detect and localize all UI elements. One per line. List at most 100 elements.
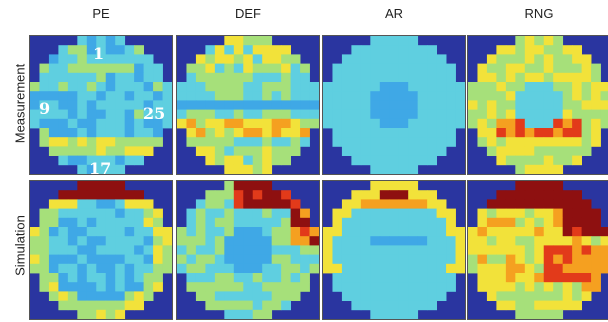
heatmap-cell [96, 263, 107, 274]
heatmap-cell [496, 199, 507, 209]
heatmap-cell [233, 164, 244, 174]
heatmap-cell [562, 137, 573, 147]
heatmap-cell [553, 273, 564, 283]
heatmap-cell [134, 273, 144, 283]
heatmap-cell [341, 273, 352, 283]
heatmap-cell [591, 118, 601, 129]
heatmap-cell [77, 291, 88, 301]
heatmap-cell [351, 291, 362, 301]
heatmap-cell [398, 227, 409, 237]
heatmap-cell [153, 282, 163, 292]
heatmap-cell [281, 118, 291, 129]
heatmap-cell [134, 45, 144, 55]
heatmap-cell [77, 245, 88, 255]
heatmap-cell [115, 263, 126, 274]
heatmap-cell [591, 282, 601, 292]
heatmap-cell [252, 91, 263, 101]
heatmap-cell [417, 217, 428, 228]
heatmap-cell [233, 118, 244, 129]
heatmap-cell [398, 273, 409, 283]
heatmap-cell [562, 300, 573, 311]
heatmap-cell [124, 273, 135, 283]
heatmap-cell [105, 72, 116, 83]
heatmap-cell [162, 82, 172, 92]
heatmap-cell [534, 146, 545, 156]
heatmap-cell [408, 254, 419, 265]
heatmap-cell [398, 181, 409, 191]
heatmap-cell [436, 199, 447, 209]
heatmap-cell [262, 137, 273, 147]
heatmap-cell [243, 72, 254, 83]
heatmap-cell [243, 309, 254, 319]
heatmap-cell [417, 137, 428, 147]
heatmap-cell [105, 190, 116, 200]
heatmap-cell [214, 63, 225, 74]
heatmap-cell [436, 208, 447, 219]
heatmap-cell [105, 309, 116, 319]
heatmap-cell [370, 199, 381, 209]
heatmap-cell [351, 282, 362, 292]
heatmap-cell [468, 227, 478, 237]
heatmap-cell [332, 128, 343, 138]
heatmap-cell [243, 291, 254, 301]
heatmap-cell [505, 118, 516, 129]
heatmap-cell [162, 263, 172, 274]
heatmap-cell [162, 227, 172, 237]
heatmap-cell [427, 54, 437, 64]
column-label-def: DEF [235, 6, 261, 21]
heatmap-cell [389, 109, 400, 120]
heatmap-cell [233, 236, 244, 246]
heatmap-cell [477, 245, 488, 255]
heatmap-cell [205, 82, 216, 92]
heatmap-cell [153, 109, 163, 120]
heatmap-cell [233, 137, 244, 147]
row-label-measurement: Measurement [12, 63, 28, 144]
heatmap-cell [408, 36, 419, 46]
heatmap-cell [562, 208, 573, 219]
heatmap-cell [572, 282, 582, 292]
heatmap-cell [572, 190, 582, 200]
heatmap-cell [77, 54, 88, 64]
heatmap-cell [67, 254, 78, 265]
heatmap-cell [351, 91, 362, 101]
heatmap-cell [341, 227, 352, 237]
heatmap-cell [446, 245, 456, 255]
heatmap-cell [300, 217, 310, 228]
heatmap-cell [591, 128, 601, 138]
heatmap-cell [290, 254, 301, 265]
heatmap-cell [600, 118, 608, 129]
heatmap-cell [309, 254, 319, 265]
heatmap-cell [233, 45, 244, 55]
heatmap-cell [134, 72, 144, 83]
heatmap-cell [496, 155, 507, 166]
heatmap-cell [86, 245, 97, 255]
heatmap-cell [233, 291, 244, 301]
heatmap-cell [389, 45, 400, 55]
heatmap-cell [86, 300, 97, 311]
heatmap-cell [290, 146, 301, 156]
heatmap-cell [67, 236, 78, 246]
heatmap-cell [486, 273, 497, 283]
heatmap-cell [186, 137, 197, 147]
heatmap-cell [534, 91, 545, 101]
heatmap-cell [224, 199, 235, 209]
heatmap-cell [515, 181, 526, 191]
heatmap-cell [389, 273, 400, 283]
heatmap-cell [105, 137, 116, 147]
die-label-9: 9 [39, 99, 51, 118]
heatmap-cell [186, 128, 197, 138]
heatmap-cell [48, 273, 59, 283]
heatmap-cell [534, 208, 545, 219]
heatmap-cell [446, 263, 456, 274]
heatmap-cell [243, 118, 254, 129]
heatmap-cell [379, 309, 390, 319]
heatmap-cell [562, 146, 573, 156]
heatmap-cell [389, 91, 400, 101]
heatmap-cell [496, 91, 507, 101]
heatmap-cell [252, 128, 263, 138]
heatmap-cell [214, 72, 225, 83]
heatmap-cell [505, 236, 516, 246]
heatmap-cell [124, 236, 135, 246]
heatmap-cell [115, 100, 126, 110]
heatmap-cell [360, 227, 371, 237]
